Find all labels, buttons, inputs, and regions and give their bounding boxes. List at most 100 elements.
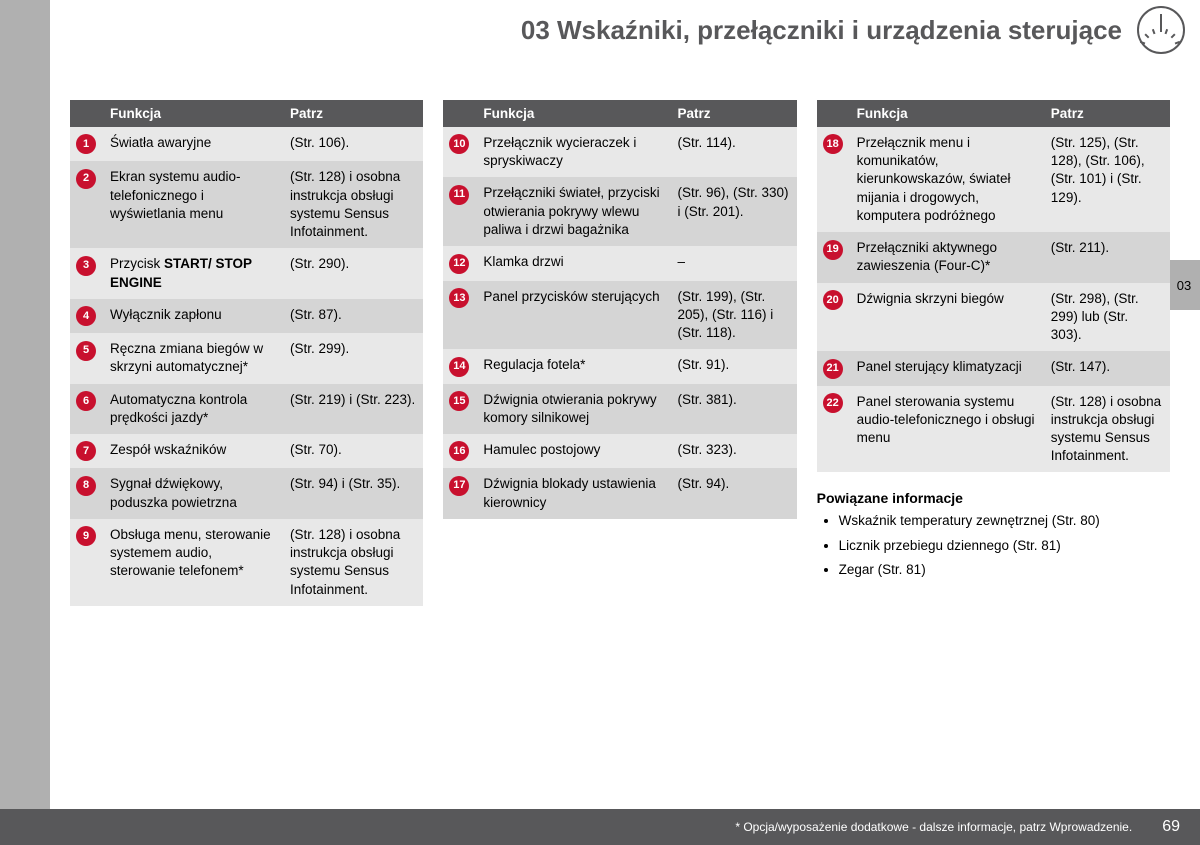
function-cell: Panel sterowania systemu audio-telefonic…: [849, 386, 1043, 473]
table-row: 19 Przełączniki aktywnego zawieszenia (Fo…: [817, 232, 1170, 282]
function-cell: Dźwignia skrzyni biegów: [849, 283, 1043, 352]
reference-cell: (Str. 147).: [1043, 351, 1170, 385]
table-row: 15 Dźwignia otwierania pokrywy komory sil…: [443, 384, 796, 434]
number-badge: 18: [823, 134, 843, 154]
table-row: 22 Panel sterowania systemu audio-telefon…: [817, 386, 1170, 473]
col-header-blank: [817, 100, 849, 127]
reference-cell: (Str. 91).: [669, 349, 796, 383]
badge-cell: 2: [70, 161, 102, 248]
related-item: Zegar (Str. 81): [839, 561, 1170, 579]
number-badge: 1: [76, 134, 96, 154]
table-row: 18 Przełącznik menu i komunikatów, kierun…: [817, 127, 1170, 232]
table-row: 1Światła awaryjne(Str. 106).: [70, 127, 423, 161]
function-cell: Hamulec postojowy: [475, 434, 669, 468]
reference-cell: (Str. 299).: [282, 333, 423, 383]
reference-cell: (Str. 381).: [669, 384, 796, 434]
badge-cell: 20: [817, 283, 849, 352]
number-badge: 14: [449, 357, 469, 377]
number-badge: 9: [76, 526, 96, 546]
function-table-2: Funkcja Patrz 10Przełącznik wycieraczek …: [443, 100, 796, 519]
badge-cell: 14: [443, 349, 475, 383]
table-row: 12 Klamka drzwi–: [443, 246, 796, 280]
reference-cell: (Str. 114).: [669, 127, 796, 177]
number-badge: 21: [823, 359, 843, 379]
badge-cell: 8: [70, 468, 102, 518]
number-badge: 4: [76, 306, 96, 326]
page-header: 03 Wskaźniki, przełączniki i urządzenia …: [0, 0, 1200, 60]
table-row: 13Panel przycisków sterujących(Str. 199)…: [443, 281, 796, 350]
col-header-patrz: Patrz: [1043, 100, 1170, 127]
number-badge: 8: [76, 476, 96, 496]
function-cell: Przełączniki aktywnego zawieszenia (Four…: [849, 232, 1043, 282]
badge-cell: 5: [70, 333, 102, 383]
badge-cell: 18: [817, 127, 849, 232]
badge-cell: 15: [443, 384, 475, 434]
page-number: 69: [1162, 818, 1180, 836]
reference-cell: (Str. 96), (Str. 330) i (Str. 201).: [669, 177, 796, 246]
number-badge: 11: [449, 185, 469, 205]
table-row: 8Sygnał dźwiękowy, poduszka powietrzna(S…: [70, 468, 423, 518]
number-badge: 5: [76, 341, 96, 361]
column-1: Funkcja Patrz 1Światła awaryjne(Str. 106…: [70, 100, 423, 606]
function-cell: Przełączniki świateł, przyciski otwieran…: [475, 177, 669, 246]
reference-cell: (Str. 323).: [669, 434, 796, 468]
reference-cell: (Str. 298), (Str. 299) lub (Str. 303).: [1043, 283, 1170, 352]
badge-cell: 4: [70, 299, 102, 333]
gauge-icon: [1137, 6, 1185, 54]
badge-cell: 11: [443, 177, 475, 246]
number-badge: 15: [449, 391, 469, 411]
number-badge: 13: [449, 288, 469, 308]
badge-cell: 19: [817, 232, 849, 282]
badge-cell: 16: [443, 434, 475, 468]
reference-cell: (Str. 290).: [282, 248, 423, 298]
function-cell: Panel przycisków sterujących: [475, 281, 669, 350]
reference-cell: –: [669, 246, 796, 280]
footer-note: * Opcja/wyposażenie dodatkowe - dalsze i…: [735, 820, 1132, 834]
chapter-tab: 03: [1168, 260, 1200, 310]
function-cell: Obsługa menu, sterowanie systemem audio,…: [102, 519, 282, 606]
reference-cell: (Str. 211).: [1043, 232, 1170, 282]
col-header-funkcja: Funkcja: [849, 100, 1043, 127]
reference-cell: (Str. 125), (Str. 128), (Str. 106), (Str…: [1043, 127, 1170, 232]
number-badge: 17: [449, 476, 469, 496]
number-badge: 16: [449, 441, 469, 461]
table-row: 11 Przełączniki świateł, przyciski otwier…: [443, 177, 796, 246]
table-row: 2Ekran systemu audio-telefonicznego i wy…: [70, 161, 423, 248]
function-cell: Ręczna zmiana biegów w skrzyni automatyc…: [102, 333, 282, 383]
badge-cell: 17: [443, 468, 475, 518]
related-title: Powiązane informacje: [817, 490, 1170, 506]
col-header-funkcja: Funkcja: [475, 100, 669, 127]
function-cell: Klamka drzwi: [475, 246, 669, 280]
number-badge: 2: [76, 169, 96, 189]
number-badge: 12: [449, 254, 469, 274]
table-row: 7Zespół wskaźników(Str. 70).: [70, 434, 423, 468]
table-row: 6Automatyczna kontrola prędkości jazdy*(…: [70, 384, 423, 434]
function-cell: Przełącznik menu i komunikatów, kierunko…: [849, 127, 1043, 232]
reference-cell: (Str. 70).: [282, 434, 423, 468]
reference-cell: (Str. 128) i osobna instrukcja obsługi s…: [282, 161, 423, 248]
function-cell: Przycisk START/ STOP ENGINE: [102, 248, 282, 298]
function-cell: Sygnał dźwiękowy, poduszka powietrzna: [102, 468, 282, 518]
badge-cell: 9: [70, 519, 102, 606]
content-area: Funkcja Patrz 1Światła awaryjne(Str. 106…: [70, 100, 1170, 606]
number-badge: 19: [823, 240, 843, 260]
col-header-patrz: Patrz: [669, 100, 796, 127]
col-header-patrz: Patrz: [282, 100, 423, 127]
reference-cell: (Str. 219) i (Str. 223).: [282, 384, 423, 434]
function-cell: Dźwignia otwierania pokrywy komory silni…: [475, 384, 669, 434]
column-2: Funkcja Patrz 10Przełącznik wycieraczek …: [443, 100, 796, 606]
page-footer: * Opcja/wyposażenie dodatkowe - dalsze i…: [0, 809, 1200, 845]
function-cell: Regulacja fotela*: [475, 349, 669, 383]
badge-cell: 10: [443, 127, 475, 177]
function-cell: Panel sterujący klimatyzacji: [849, 351, 1043, 385]
number-badge: 22: [823, 393, 843, 413]
table-row: 9 Obsługa menu, sterowanie systemem audio…: [70, 519, 423, 606]
reference-cell: (Str. 106).: [282, 127, 423, 161]
badge-cell: 3: [70, 248, 102, 298]
badge-cell: 6: [70, 384, 102, 434]
table-row: 10Przełącznik wycieraczek i spryskiwaczy…: [443, 127, 796, 177]
table-row: 21 Panel sterujący klimatyzacji(Str. 147)…: [817, 351, 1170, 385]
function-cell: Dźwignia blokady ustawienia kierownicy: [475, 468, 669, 518]
reference-cell: (Str. 128) i osobna instrukcja obsługi s…: [1043, 386, 1170, 473]
related-item: Wskaźnik temperatury zewnętrznej (Str. 8…: [839, 512, 1170, 530]
